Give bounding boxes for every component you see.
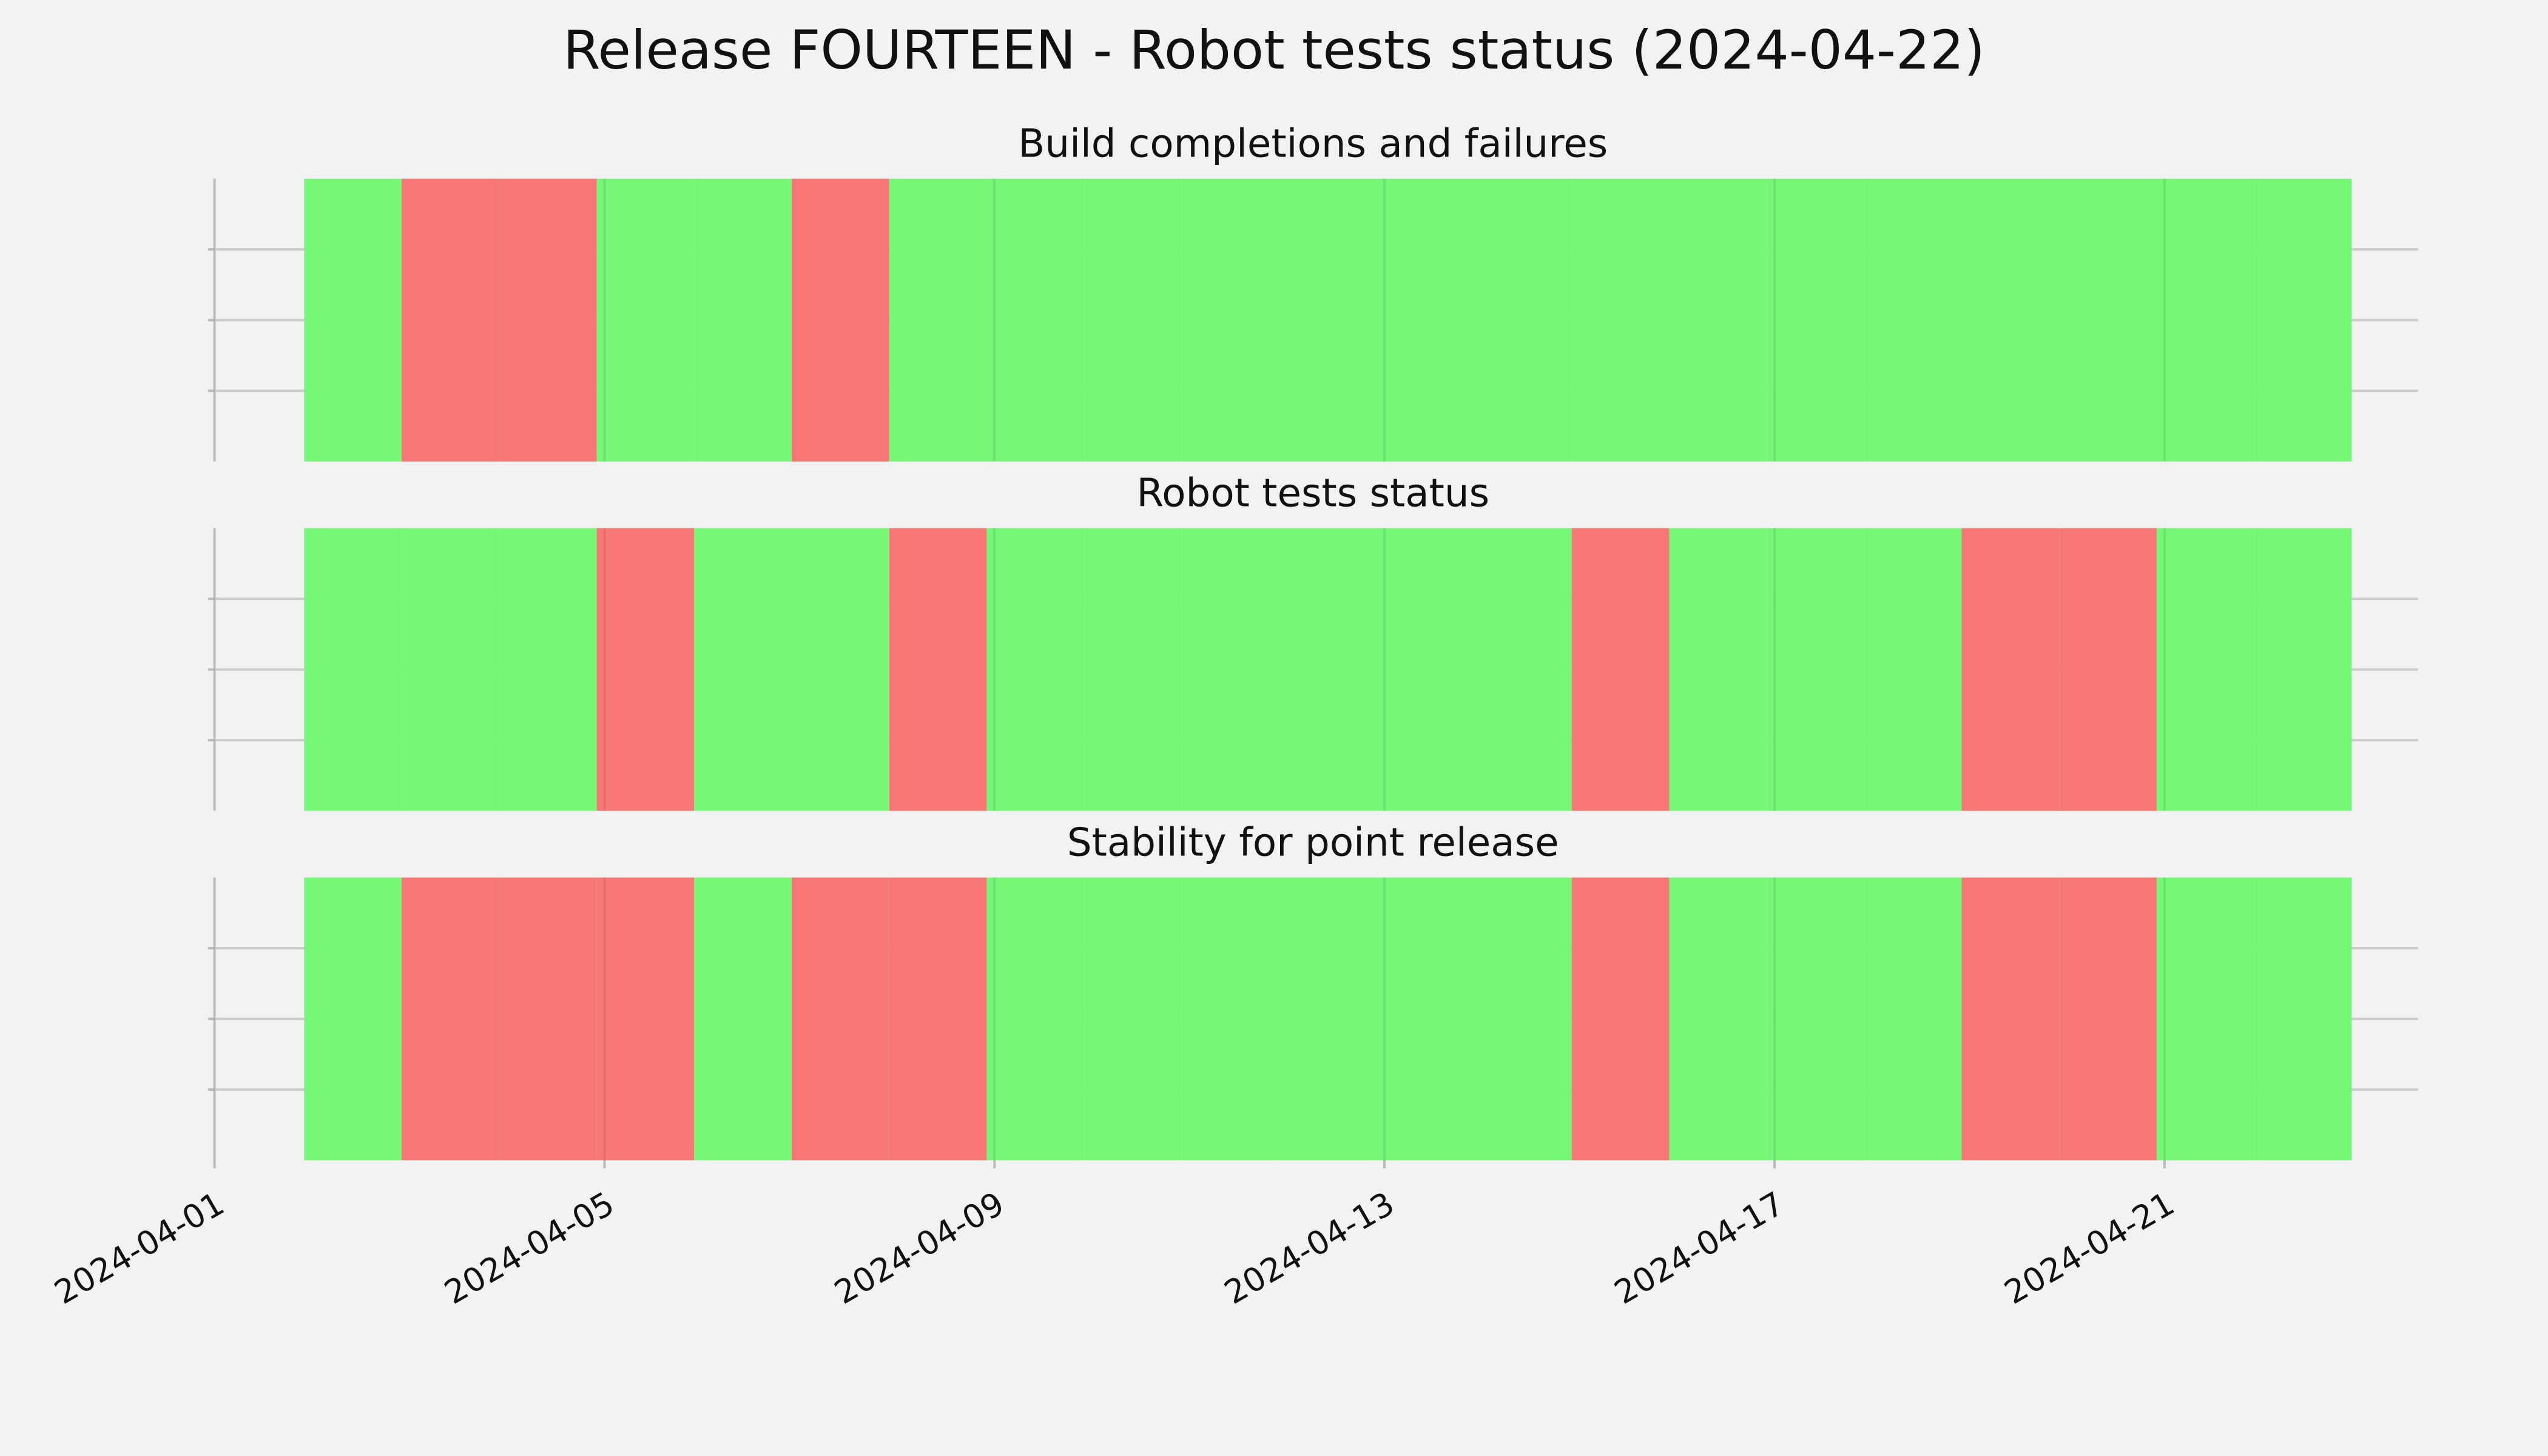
status-bar bbox=[792, 178, 889, 462]
status-bar bbox=[1864, 528, 1962, 811]
status-bar bbox=[1474, 178, 1572, 462]
status-bar bbox=[2254, 528, 2352, 811]
status-bar bbox=[986, 528, 1085, 811]
status-bar bbox=[2156, 528, 2254, 811]
status-bar bbox=[596, 178, 695, 462]
status-bar bbox=[1377, 877, 1474, 1161]
status-bar bbox=[2254, 178, 2352, 462]
status-bar bbox=[1571, 528, 1670, 811]
status-bar bbox=[889, 528, 987, 811]
status-bar bbox=[792, 877, 889, 1161]
status-bar bbox=[402, 528, 499, 811]
panel-title: Build completions and failures bbox=[1018, 121, 1608, 167]
status-bar bbox=[499, 178, 597, 462]
status-bar bbox=[2059, 178, 2157, 462]
status-bar bbox=[986, 877, 1085, 1161]
status-bar bbox=[1767, 877, 1864, 1161]
status-bar bbox=[1279, 877, 1377, 1161]
status-bar bbox=[499, 877, 597, 1161]
status-bar bbox=[1474, 877, 1572, 1161]
status-bar bbox=[1669, 178, 1767, 462]
status-bar bbox=[499, 528, 597, 811]
status-bar bbox=[694, 528, 792, 811]
status-bar bbox=[1084, 528, 1182, 811]
status-bar bbox=[1669, 877, 1767, 1161]
status-bar bbox=[1961, 528, 2060, 811]
status-bar bbox=[1669, 528, 1767, 811]
status-bar bbox=[402, 877, 499, 1161]
status-bar bbox=[2059, 877, 2157, 1161]
status-bar bbox=[1474, 528, 1572, 811]
status-bar bbox=[1767, 178, 1864, 462]
status-bar bbox=[1864, 877, 1962, 1161]
panel-title: Stability for point release bbox=[1067, 820, 1559, 865]
status-bar bbox=[2254, 877, 2352, 1161]
status-bar bbox=[1181, 178, 1279, 462]
status-bar bbox=[2156, 178, 2254, 462]
status-bar bbox=[1279, 178, 1377, 462]
status-bar bbox=[402, 178, 499, 462]
status-bar bbox=[986, 178, 1085, 462]
status-bar bbox=[1377, 528, 1474, 811]
status-bar bbox=[1571, 877, 1670, 1161]
status-bar bbox=[694, 178, 792, 462]
status-bar bbox=[2059, 528, 2157, 811]
status-bar bbox=[1571, 178, 1670, 462]
status-bar bbox=[889, 178, 987, 462]
status-bar bbox=[1084, 877, 1182, 1161]
status-bar bbox=[304, 528, 402, 811]
status-bar bbox=[1377, 178, 1474, 462]
status-bar bbox=[889, 877, 987, 1161]
chart-title: Release FOURTEEN - Robot tests status (2… bbox=[563, 19, 1985, 81]
status-bar bbox=[1181, 528, 1279, 811]
status-bar bbox=[2156, 877, 2254, 1161]
status-bar bbox=[1864, 178, 1962, 462]
status-bar bbox=[596, 528, 695, 811]
status-bar bbox=[1279, 528, 1377, 811]
status-bar bbox=[596, 877, 695, 1161]
status-bar bbox=[1181, 877, 1279, 1161]
status-bar bbox=[1961, 178, 2060, 462]
status-bar bbox=[1084, 178, 1182, 462]
status-bar bbox=[1961, 877, 2060, 1161]
status-bar bbox=[792, 528, 889, 811]
status-bar bbox=[694, 877, 792, 1161]
panel-title: Robot tests status bbox=[1136, 471, 1489, 516]
status-bar bbox=[304, 877, 402, 1161]
status-bar bbox=[304, 178, 402, 462]
status-bar bbox=[1767, 528, 1864, 811]
